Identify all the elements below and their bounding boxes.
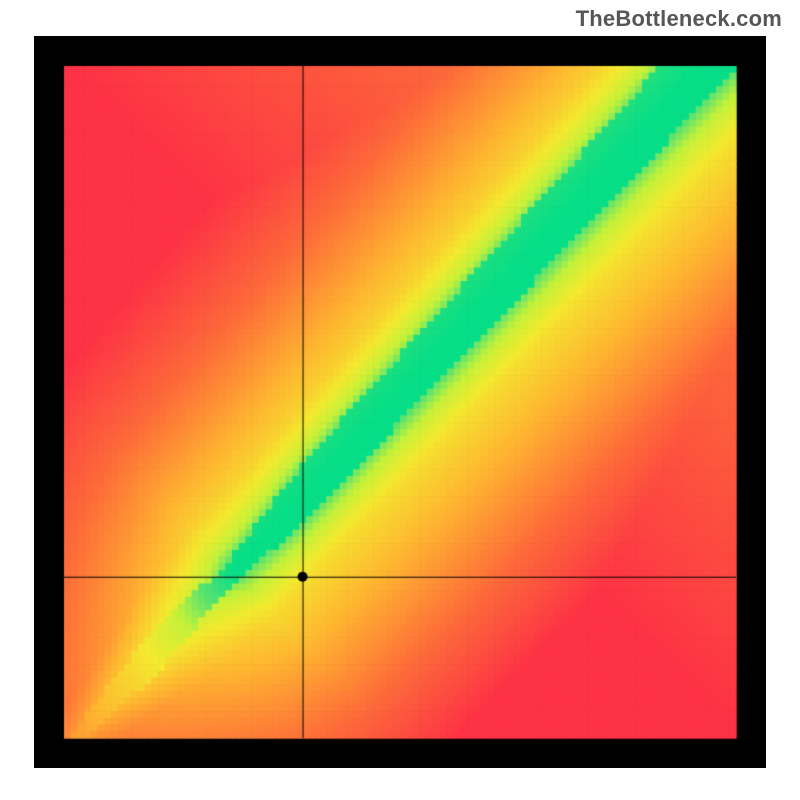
watermark-text: TheBottleneck.com (576, 6, 782, 32)
stage: TheBottleneck.com (0, 0, 800, 800)
heatmap-canvas (34, 36, 766, 768)
chart-frame (34, 36, 766, 768)
